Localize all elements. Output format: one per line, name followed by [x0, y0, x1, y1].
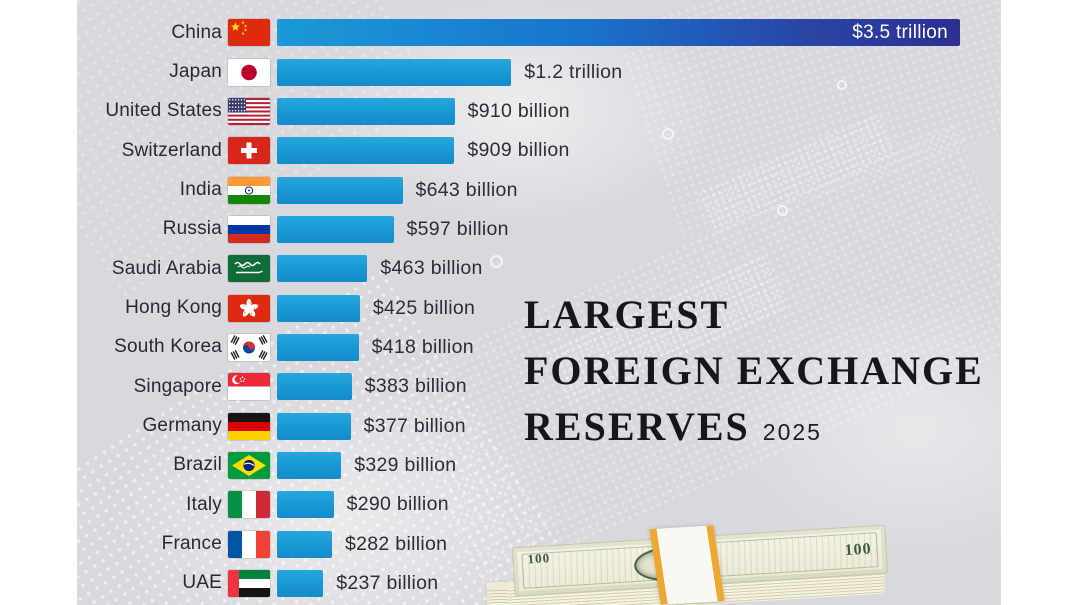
value-label: $282 billion — [345, 532, 448, 555]
value-bar — [277, 294, 360, 322]
country-label: Russia — [162, 218, 222, 240]
country-label: France — [161, 533, 222, 555]
value-label: $329 billion — [354, 453, 457, 476]
china-flag-icon — [228, 19, 270, 47]
value-label: $3.5 trillion — [852, 21, 948, 43]
value-bar — [277, 451, 342, 479]
value-label: $643 billion — [415, 178, 518, 201]
value-bar — [277, 215, 394, 243]
chart-row-india: India $643 billion — [77, 170, 1001, 209]
chart-title-line1: LARGEST — [524, 292, 730, 337]
value-bar — [277, 373, 352, 401]
chart-title-line3: RESERVES 2025 — [524, 399, 984, 460]
value-label: $418 billion — [371, 335, 474, 358]
infographic-poster: 100 100 China $3.5 trillion Japan $1.2 tril… — [77, 0, 1001, 605]
chart-row-uae: UAE $237 billion — [77, 564, 1001, 603]
dot-ring-decoration — [490, 255, 503, 268]
south-korea-flag-icon — [228, 333, 270, 361]
brazil-flag-icon — [228, 451, 270, 479]
value-label: $383 billion — [364, 375, 467, 398]
country-label: Saudi Arabia — [111, 257, 222, 279]
country-label: Brazil — [173, 454, 222, 476]
value-bar — [277, 491, 334, 519]
chart-row-russia: Russia $597 billion — [77, 210, 1001, 249]
italy-flag-icon — [228, 491, 270, 519]
switzerland-flag-icon — [228, 137, 270, 165]
chart-title-year: 2025 — [762, 419, 822, 445]
uae-flag-icon — [228, 569, 270, 597]
chart-row-italy: Italy $290 billion — [77, 485, 1001, 524]
country-label: Germany — [142, 415, 222, 437]
value-label: $1.2 trillion — [524, 60, 623, 83]
value-label: $290 billion — [346, 493, 449, 516]
france-flag-icon — [228, 530, 270, 558]
saudi-arabia-flag-icon — [228, 255, 270, 283]
value-bar — [277, 530, 332, 558]
chart-row-japan: Japan $1.2 trillion — [77, 52, 1001, 91]
value-label: $377 billion — [363, 414, 466, 437]
united-states-flag-icon — [228, 97, 270, 125]
india-flag-icon — [228, 176, 270, 204]
value-bar — [277, 176, 403, 204]
country-label: Italy — [186, 493, 222, 515]
chart-row-france: France $282 billion — [77, 524, 1001, 563]
value-label: $909 billion — [467, 139, 570, 162]
hong-kong-flag-icon — [228, 294, 270, 322]
chart-row-china: China $3.5 trillion — [77, 13, 1001, 52]
value-label: $425 billion — [372, 296, 476, 319]
country-label: Japan — [169, 61, 222, 83]
japan-flag-icon — [228, 58, 270, 86]
country-label: UAE — [182, 572, 222, 594]
value-bar — [277, 97, 455, 125]
country-label: South Korea — [114, 336, 222, 358]
value-label: $237 billion — [336, 571, 439, 594]
chart-row-united-states: United States $910 billion — [77, 92, 1001, 131]
value-bar — [277, 333, 359, 361]
country-label: India — [179, 179, 222, 201]
value-bar — [277, 137, 455, 165]
dot-ring-decoration — [662, 128, 674, 140]
value-bar: $3.5 trillion — [277, 19, 960, 47]
chart-title-line3-text: RESERVES — [524, 404, 750, 449]
dot-ring-decoration — [837, 80, 847, 90]
country-label: Switzerland — [121, 139, 222, 161]
value-bar — [277, 412, 351, 440]
chart-row-switzerland: Switzerland $909 billion — [77, 131, 1001, 170]
chart-title: LARGEST FOREIGN EXCHANGE RESERVES 2025 — [524, 287, 984, 460]
dot-ring-decoration — [777, 205, 788, 216]
russia-flag-icon — [228, 215, 270, 243]
singapore-flag-icon — [228, 373, 270, 401]
country-label: United States — [105, 100, 222, 122]
germany-flag-icon — [228, 412, 270, 440]
country-label: China — [171, 21, 222, 43]
value-label: $910 billion — [467, 99, 570, 122]
value-bar — [277, 569, 324, 597]
chart-title-line2: FOREIGN EXCHANGE — [524, 348, 984, 393]
country-label: Singapore — [133, 375, 222, 397]
value-bar — [277, 255, 368, 283]
value-label: $463 billion — [380, 257, 483, 280]
country-label: Hong Kong — [125, 297, 222, 319]
value-label: $597 billion — [406, 217, 509, 240]
chart-row-saudi-arabia: Saudi Arabia $463 billion — [77, 249, 1001, 288]
value-bar — [277, 58, 512, 86]
